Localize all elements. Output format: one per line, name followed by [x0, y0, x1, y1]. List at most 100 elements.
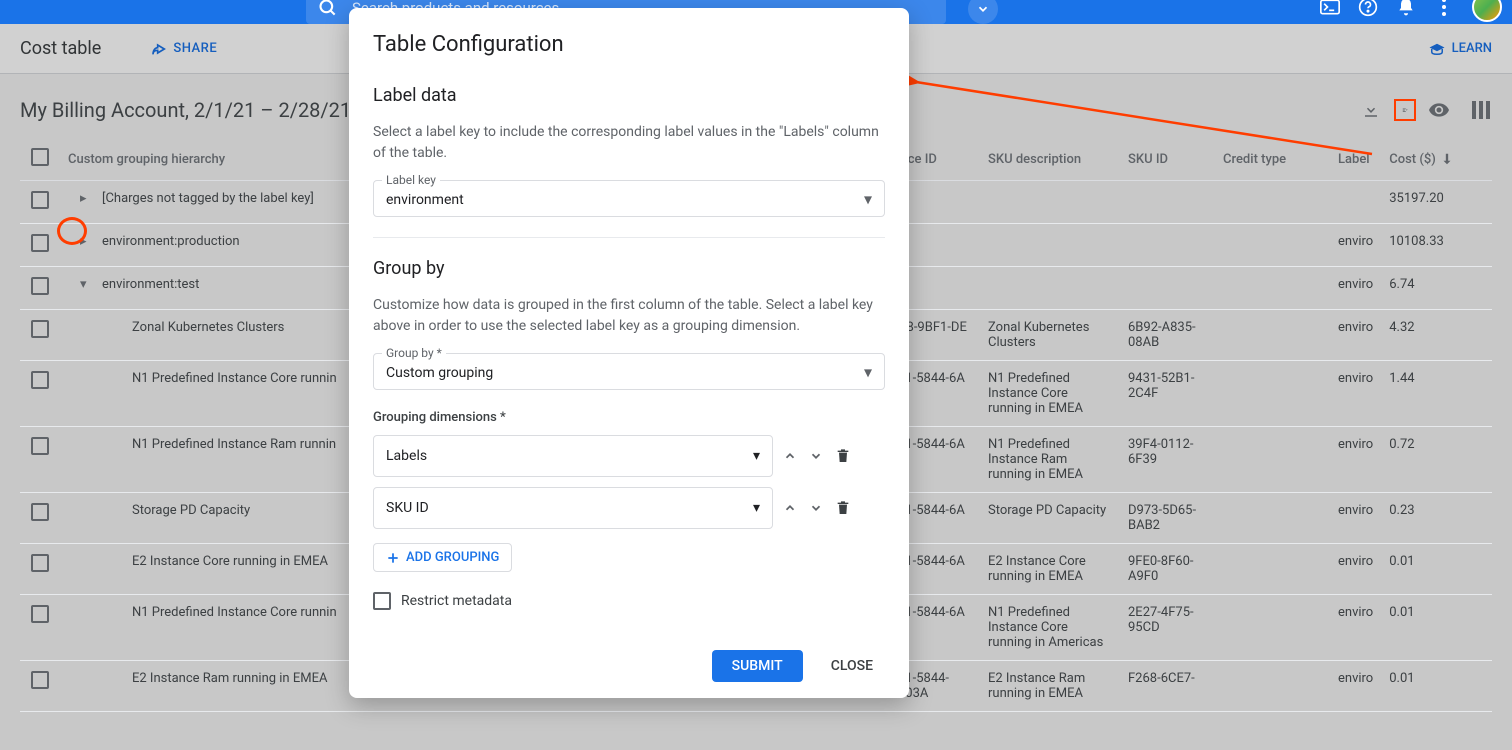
- table-toolbar: [1360, 99, 1492, 121]
- add-grouping-label: ADD GROUPING: [406, 550, 499, 565]
- cell-credit-type: [1215, 427, 1330, 493]
- row-checkbox[interactable]: [31, 277, 49, 295]
- group-by-heading: Group by: [373, 258, 885, 279]
- notifications-icon[interactable]: [1396, 0, 1416, 17]
- cell-sku-desc: N1 Predefined Instance Ram running in EM…: [980, 427, 1120, 493]
- move-down-icon[interactable]: [809, 501, 823, 515]
- cell-sku-id: [1120, 267, 1215, 310]
- cell-credit-type: [1215, 267, 1330, 310]
- cell-sku-desc: [980, 267, 1120, 310]
- top-right-icons: [1320, 0, 1502, 22]
- col-sku-desc[interactable]: SKU description: [980, 138, 1120, 181]
- account-title: My Billing Account, 2/1/21 – 2/28/21: [20, 98, 351, 122]
- group-by-value: Custom grouping: [386, 365, 493, 381]
- cell-sku-desc: [980, 224, 1120, 267]
- cell-sku-id: 9FE0-8F60-A9F0: [1120, 544, 1215, 595]
- col-grouping[interactable]: Custom grouping hierarchy: [60, 138, 360, 181]
- help-icon[interactable]: [1358, 0, 1378, 17]
- dropdown-arrow-icon: ▾: [864, 362, 872, 381]
- cell-sku-desc: E2 Instance Ram running in EMEA: [980, 661, 1120, 712]
- cell-sku-desc: E2 Instance Core running in EMEA: [980, 544, 1120, 595]
- row-checkbox[interactable]: [31, 671, 49, 689]
- cell-sku-desc: N1 Predefined Instance Core running in A…: [980, 595, 1120, 661]
- cell-cost: 6.74: [1381, 267, 1492, 310]
- cell-cost: 4.32: [1381, 310, 1492, 361]
- col-credit-type[interactable]: Credit type: [1215, 138, 1330, 181]
- move-up-icon[interactable]: [783, 449, 797, 463]
- row-checkbox[interactable]: [31, 320, 49, 338]
- label-data-desc: Select a label key to include the corres…: [373, 122, 885, 164]
- label-key-select[interactable]: Label key environment ▾: [373, 180, 885, 217]
- table-config-modal: Table Configuration Label data Select a …: [349, 8, 909, 698]
- cell-sku-desc: N1 Predefined Instance Core running in E…: [980, 361, 1120, 427]
- cell-label: enviro: [1330, 224, 1381, 267]
- cell-credit-type: [1215, 544, 1330, 595]
- row-checkbox[interactable]: [31, 437, 49, 455]
- expand-right-icon[interactable]: ▸: [80, 191, 94, 206]
- cell-sku-id: 39F4-0112-6F39: [1120, 427, 1215, 493]
- cell-cost: 35197.20: [1381, 181, 1492, 224]
- avatar[interactable]: [1472, 0, 1502, 22]
- dropdown-chevron[interactable]: [968, 0, 998, 24]
- cell-label: enviro: [1330, 361, 1381, 427]
- row-checkbox[interactable]: [31, 554, 49, 572]
- expand-right-icon[interactable]: ▸: [80, 234, 94, 249]
- cell-credit-type: [1215, 181, 1330, 224]
- search-icon: [318, 0, 338, 18]
- submit-button[interactable]: SUBMIT: [712, 650, 803, 682]
- col-label[interactable]: Label: [1330, 138, 1381, 181]
- label-key-value: environment: [386, 192, 464, 208]
- cloud-shell-icon[interactable]: [1320, 0, 1340, 17]
- cell-cost: 0.01: [1381, 595, 1492, 661]
- move-down-icon[interactable]: [809, 449, 823, 463]
- cell-cost: 0.01: [1381, 544, 1492, 595]
- visibility-icon[interactable]: [1428, 99, 1450, 121]
- more-icon[interactable]: [1434, 0, 1454, 17]
- move-up-icon[interactable]: [783, 501, 797, 515]
- columns-icon[interactable]: [1470, 99, 1492, 121]
- modal-title: Table Configuration: [373, 32, 885, 57]
- delete-icon[interactable]: [835, 499, 851, 517]
- cell-label: enviro: [1330, 661, 1381, 712]
- restrict-checkbox[interactable]: [373, 592, 391, 610]
- cell-sku-id: 9431-52B1-2C4F: [1120, 361, 1215, 427]
- cell-sku-id: [1120, 224, 1215, 267]
- dropdown-arrow-icon: ▾: [753, 448, 760, 464]
- dim-select-labels[interactable]: Labels ▾: [373, 435, 773, 477]
- delete-icon[interactable]: [835, 447, 851, 465]
- cell-credit-type: [1215, 224, 1330, 267]
- cell-label: enviro: [1330, 427, 1381, 493]
- dimension-row-2: SKU ID ▾: [373, 487, 885, 529]
- group-by-select[interactable]: Group by * Custom grouping ▾: [373, 353, 885, 390]
- dropdown-arrow-icon: ▾: [864, 189, 872, 208]
- col-sku-id[interactable]: SKU ID: [1120, 138, 1215, 181]
- row-checkbox[interactable]: [31, 605, 49, 623]
- table-config-icon[interactable]: [1394, 99, 1416, 121]
- grouping-dims-label: Grouping dimensions *: [373, 410, 885, 425]
- group-by-float: Group by *: [382, 346, 446, 360]
- cell-credit-type: [1215, 361, 1330, 427]
- cell-sku-id: D973-5D65-BAB2: [1120, 493, 1215, 544]
- dim-select-skuid[interactable]: SKU ID ▾: [373, 487, 773, 529]
- cell-label: enviro: [1330, 493, 1381, 544]
- cell-cost: 0.23: [1381, 493, 1492, 544]
- restrict-metadata-row: Restrict metadata: [373, 592, 885, 610]
- row-checkbox[interactable]: [31, 234, 49, 252]
- download-icon[interactable]: [1360, 99, 1382, 121]
- cell-credit-type: [1215, 595, 1330, 661]
- cell-label: enviro: [1330, 544, 1381, 595]
- row-checkbox[interactable]: [31, 503, 49, 521]
- row-checkbox[interactable]: [31, 371, 49, 389]
- cell-cost: 1.44: [1381, 361, 1492, 427]
- row-checkbox[interactable]: [31, 191, 49, 209]
- col-cost[interactable]: Cost ($): [1381, 138, 1492, 181]
- close-button[interactable]: CLOSE: [819, 650, 885, 682]
- select-all-checkbox[interactable]: [31, 148, 49, 166]
- cell-credit-type: [1215, 310, 1330, 361]
- cell-label: enviro: [1330, 310, 1381, 361]
- expand-down-icon[interactable]: ▾: [80, 277, 94, 292]
- cell-cost: 0.01: [1381, 661, 1492, 712]
- add-grouping-button[interactable]: ADD GROUPING: [373, 543, 512, 572]
- cell-credit-type: [1215, 661, 1330, 712]
- cell-sku-id: [1120, 181, 1215, 224]
